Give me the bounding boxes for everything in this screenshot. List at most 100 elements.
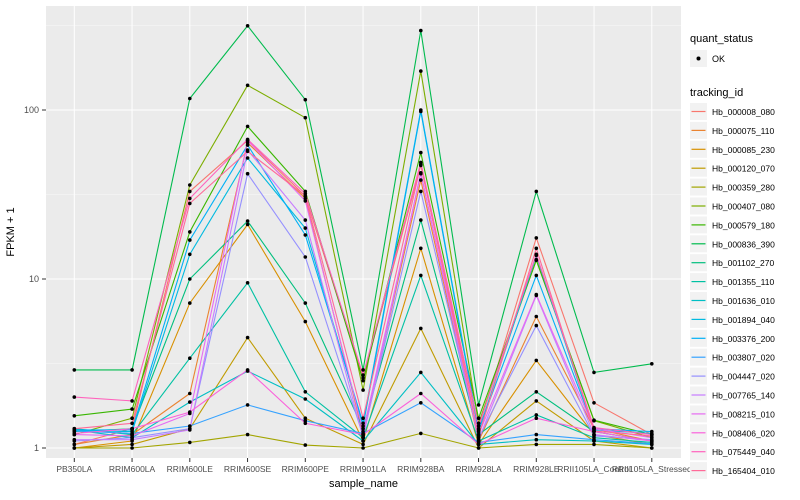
data-point bbox=[130, 421, 134, 426]
data-point bbox=[534, 246, 539, 251]
data-point bbox=[419, 150, 423, 155]
data-point bbox=[534, 358, 539, 363]
legend-label-Hb_001102_270: Hb_001102_270 bbox=[712, 258, 775, 268]
data-point bbox=[592, 442, 596, 447]
data-point bbox=[476, 446, 481, 450]
data-point bbox=[245, 143, 250, 147]
legend-label-Hb_001355_110: Hb_001355_110 bbox=[712, 277, 775, 287]
data-point bbox=[650, 362, 654, 366]
data-point bbox=[592, 401, 596, 405]
data-point bbox=[188, 96, 192, 101]
x-tick-label: RRII105LA_Stressed bbox=[612, 464, 692, 474]
data-point bbox=[72, 395, 77, 399]
data-point bbox=[130, 368, 134, 372]
data-point bbox=[303, 194, 308, 198]
data-point bbox=[245, 137, 250, 142]
data-point bbox=[361, 432, 365, 437]
data-point bbox=[419, 69, 423, 73]
data-point bbox=[419, 108, 423, 112]
data-point bbox=[476, 434, 481, 438]
data-point bbox=[303, 97, 308, 102]
data-point bbox=[650, 429, 654, 434]
data-point bbox=[476, 421, 481, 426]
data-point bbox=[188, 230, 192, 234]
data-point bbox=[419, 189, 423, 194]
data-point bbox=[188, 391, 192, 396]
data-point bbox=[476, 416, 481, 421]
data-point bbox=[245, 24, 250, 28]
x-tick-label: PB350LA bbox=[56, 464, 92, 474]
data-point bbox=[188, 189, 192, 194]
legend-title-quant-status: quant_status bbox=[690, 33, 753, 45]
legend-label-Hb_000120_070: Hb_000120_070 bbox=[712, 164, 775, 174]
data-point bbox=[592, 370, 596, 375]
data-point bbox=[130, 446, 134, 450]
data-point bbox=[188, 201, 192, 206]
data-point bbox=[361, 376, 365, 380]
data-point bbox=[72, 446, 77, 450]
data-point bbox=[419, 391, 423, 396]
data-point bbox=[303, 301, 308, 305]
legend-label-Hb_000085_230: Hb_000085_230 bbox=[712, 145, 775, 155]
data-point bbox=[72, 426, 77, 431]
legend-label-Hb_004447_020: Hb_004447_020 bbox=[712, 372, 775, 382]
data-point bbox=[419, 178, 423, 182]
data-point bbox=[361, 429, 365, 434]
legend: quant_status OK tracking_id Hb_000008_080 Hb… bbox=[690, 33, 775, 480]
data-point bbox=[245, 156, 250, 160]
x-tick-label: RRIM928LE bbox=[513, 464, 560, 474]
data-point bbox=[245, 222, 250, 227]
data-point bbox=[188, 428, 192, 432]
data-point bbox=[245, 281, 250, 285]
data-point bbox=[534, 432, 539, 437]
data-point bbox=[188, 400, 192, 404]
data-point bbox=[361, 426, 365, 431]
data-point bbox=[72, 414, 77, 418]
legend-label-Hb_000075_110: Hb_000075_110 bbox=[712, 126, 775, 136]
data-point bbox=[188, 196, 192, 201]
legend-label-Hb_003807_020: Hb_003807_020 bbox=[712, 353, 775, 363]
x-axis-title: sample_name bbox=[329, 478, 398, 490]
data-point bbox=[188, 277, 192, 281]
data-point bbox=[361, 439, 365, 443]
data-point bbox=[188, 183, 192, 187]
data-point bbox=[419, 326, 423, 331]
legend-label-Hb_165404_010: Hb_165404_010 bbox=[712, 466, 775, 476]
data-point bbox=[361, 368, 365, 372]
data-point bbox=[419, 171, 423, 176]
data-point bbox=[534, 252, 539, 257]
data-point bbox=[419, 401, 423, 405]
data-point bbox=[534, 399, 539, 403]
data-point bbox=[188, 238, 192, 242]
data-point bbox=[303, 421, 308, 426]
gridlines bbox=[46, 6, 681, 458]
data-point bbox=[534, 273, 539, 278]
data-point bbox=[72, 442, 77, 447]
data-point bbox=[592, 437, 596, 442]
data-point bbox=[650, 441, 654, 446]
data-point bbox=[303, 397, 308, 401]
data-point bbox=[245, 124, 250, 129]
legend-label-Hb_008215_010: Hb_008215_010 bbox=[712, 409, 775, 419]
legend-label-Hb_000407_080: Hb_000407_080 bbox=[712, 202, 775, 212]
data-point bbox=[419, 431, 423, 436]
x-tick-label: RRIM901LA bbox=[340, 464, 387, 474]
data-point bbox=[303, 416, 308, 421]
data-point bbox=[534, 292, 539, 297]
data-point bbox=[245, 403, 250, 407]
x-tick-label: RRIM928LA bbox=[455, 464, 502, 474]
data-point bbox=[476, 403, 481, 407]
data-point bbox=[361, 446, 365, 450]
data-point bbox=[72, 437, 77, 442]
legend-label-Hb_007765_140: Hb_007765_140 bbox=[712, 391, 775, 401]
data-point bbox=[303, 115, 308, 120]
x-tick-label: RRIM600SE bbox=[224, 464, 272, 474]
data-point bbox=[592, 432, 596, 437]
data-point bbox=[534, 416, 539, 421]
legend-label-Hb_000836_390: Hb_000836_390 bbox=[712, 239, 775, 249]
data-points bbox=[72, 24, 654, 450]
data-point bbox=[130, 434, 134, 438]
legend-label-Hb_000008_080: Hb_000008_080 bbox=[712, 107, 775, 117]
data-point bbox=[303, 443, 308, 447]
